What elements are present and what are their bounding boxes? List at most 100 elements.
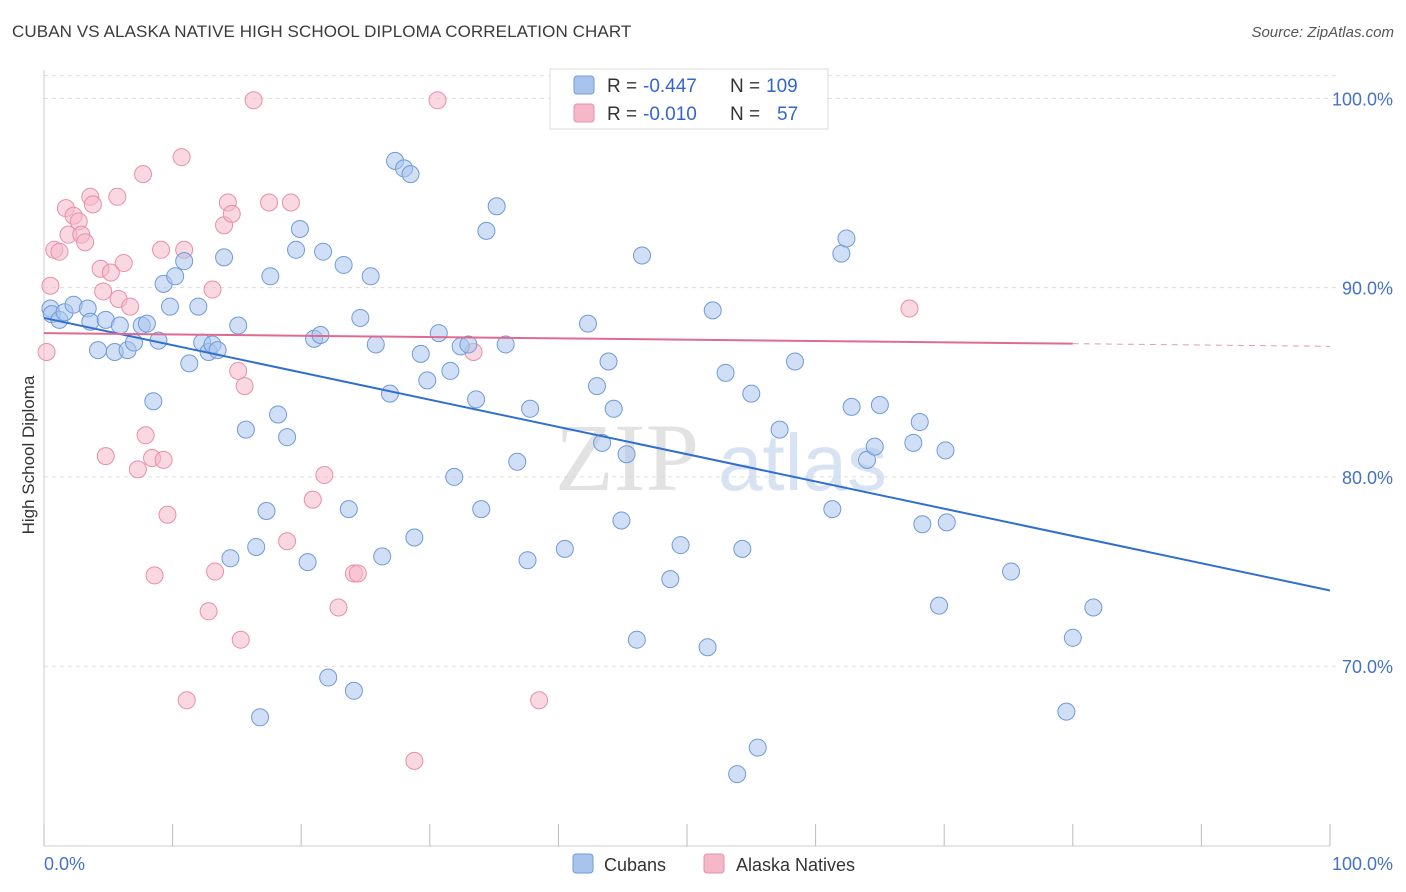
alaska-point-20: [128, 460, 147, 479]
alaska-point-18: [114, 254, 133, 273]
alaska-point-1: [41, 276, 60, 295]
legend-swatch-alaska: [573, 103, 595, 123]
alaska-point-19: [121, 297, 140, 316]
cubans-point-47: [351, 308, 370, 327]
cubans-point-104: [937, 513, 956, 532]
cubans-point-95: [842, 397, 861, 416]
alaska-point-33: [206, 562, 225, 581]
cubans-point-42: [314, 242, 333, 261]
cubans-point-15: [144, 392, 163, 411]
correlation-legend: R = -0.447 N = 109 R = -0.010 N = 57: [549, 68, 829, 130]
cubans-point-88: [742, 384, 761, 403]
trend-line-alaska-extension: [1072, 343, 1331, 347]
cubans-point-20: [175, 252, 194, 271]
y-tick-label-0: 70.0%: [1342, 657, 1393, 677]
cubans-point-70: [521, 399, 540, 418]
cubans-point-84: [703, 301, 722, 320]
bottom-legend-swatch-cubans: [572, 853, 594, 874]
chart-source: Source: ZipAtlas.com: [1251, 24, 1394, 41]
cubans-point-78: [617, 445, 636, 464]
cubans-point-55: [405, 528, 424, 547]
cubans-point-94: [837, 229, 856, 248]
cubans-point-98: [870, 396, 889, 415]
cubans-point-18: [161, 297, 180, 316]
alaska-point-43: [281, 193, 300, 212]
cubans-point-39: [298, 553, 317, 572]
alaska-point-56: [900, 299, 919, 318]
y-tick-labels: 70.0% 80.0% 90.0% 100.0%: [1332, 89, 1393, 677]
cubans-point-10: [110, 316, 129, 335]
cubans-point-75: [599, 352, 618, 371]
alaska-point-22: [136, 426, 155, 445]
cubans-point-56: [411, 344, 430, 363]
cubans-point-49: [366, 335, 385, 354]
y-axis-title: High School Diploma: [19, 375, 38, 534]
legend-swatch-cubans: [573, 75, 595, 95]
cubans-point-37: [287, 240, 306, 259]
cubans-point-80: [632, 246, 651, 265]
cubans-point-51: [380, 384, 399, 403]
cubans-point-86: [728, 765, 747, 784]
alaska-point-46: [329, 598, 348, 617]
cubans-point-102: [930, 596, 949, 615]
alaska-point-44: [303, 490, 322, 509]
cubans-point-7: [89, 341, 108, 360]
cubans-point-92: [823, 500, 842, 519]
y-tick-label-3: 100.0%: [1332, 89, 1393, 109]
alaska-point-32: [203, 280, 222, 299]
cubans-point-46: [344, 681, 363, 700]
alaska-point-28: [172, 148, 191, 167]
legend-r-label-alaska: R =: [607, 104, 637, 125]
bottom-legend-label-cubans: Cubans: [604, 855, 666, 875]
bottom-legend-swatch-alaska: [703, 853, 725, 874]
cubans-point-81: [661, 570, 680, 589]
alaska-point-39: [235, 377, 254, 396]
cubans-point-106: [1057, 702, 1076, 721]
cubans-point-19: [166, 267, 185, 286]
alaska-point-11: [83, 195, 102, 214]
alaska-point-48: [348, 564, 367, 583]
cubans-point-82: [671, 536, 690, 555]
chart-title: CUBAN VS ALASKA NATIVE HIGH SCHOOL DIPLO…: [12, 22, 632, 41]
cubans-point-33: [257, 501, 276, 520]
cubans-point-77: [612, 511, 631, 530]
cubans-point-45: [339, 500, 358, 519]
cubans-point-66: [487, 197, 506, 216]
cubans-point-107: [1063, 628, 1082, 647]
cubans-point-50: [373, 547, 392, 566]
alaska-point-49: [405, 751, 424, 770]
cubans-point-83: [698, 638, 717, 657]
cubans-point-58: [429, 324, 448, 343]
cubans-point-54: [401, 165, 420, 184]
cubans-point-100: [910, 413, 929, 432]
legend-n-value-cubans: 109: [766, 76, 798, 97]
cubans-point-32: [251, 708, 270, 727]
alaska-point-40: [244, 91, 263, 110]
alaska-point-50: [428, 91, 447, 110]
cubans-point-57: [418, 371, 437, 390]
cubans-point-89: [748, 738, 767, 757]
cubans-point-34: [261, 267, 280, 286]
cubans-point-69: [518, 551, 537, 570]
legend-n-value-alaska: 57: [777, 104, 798, 125]
cubans-point-71: [555, 539, 574, 558]
cubans-point-35: [269, 405, 288, 424]
cubans-point-60: [445, 467, 464, 486]
cubans-point-36: [278, 428, 297, 447]
cubans-point-27: [215, 248, 234, 267]
cubans-point-85: [716, 363, 735, 382]
cubans-point-65: [477, 221, 496, 240]
alaska-point-41: [260, 193, 279, 212]
alaska-point-26: [154, 450, 173, 469]
legend-n-label-cubans: N =: [730, 76, 760, 97]
x-tick-label-1: 100.0%: [1332, 854, 1393, 874]
alaska-point-45: [315, 466, 334, 485]
alaska-point-14: [96, 447, 115, 466]
cubans-point-99: [904, 433, 923, 452]
x-tick-labels: 0.0% 100.0%: [44, 854, 1393, 874]
alaska-point-0: [37, 343, 56, 362]
cubans-point-21: [180, 354, 199, 373]
cubans-point-73: [587, 377, 606, 396]
alaska-point-31: [199, 602, 218, 621]
alaska-point-3: [50, 242, 69, 261]
